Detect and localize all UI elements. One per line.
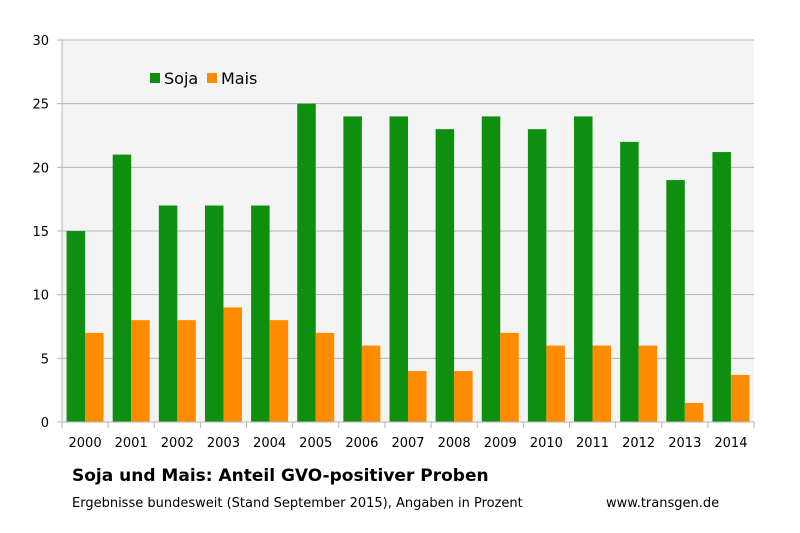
- y-tick-label: 20: [32, 161, 49, 176]
- legend-label-soja: Soja: [164, 69, 198, 88]
- bar-mais: [500, 332, 519, 422]
- legend-swatch-mais: [207, 73, 217, 83]
- bar-mais: [223, 307, 242, 422]
- bar-soja: [297, 103, 316, 423]
- x-tick-label: 2004: [253, 436, 286, 451]
- bar-mais: [85, 332, 104, 422]
- bar-soja: [712, 152, 731, 422]
- x-tick-label: 2010: [530, 436, 563, 451]
- bar-mais: [454, 371, 473, 422]
- legend-swatch-soja: [150, 73, 160, 83]
- x-tick-label: 2009: [484, 436, 517, 451]
- bar-soja: [389, 116, 408, 423]
- bar-soja: [251, 205, 270, 422]
- bar-soja: [666, 180, 685, 422]
- bar-soja: [158, 205, 178, 422]
- bar-mais: [592, 345, 612, 422]
- bar-soja: [435, 129, 455, 422]
- x-tick-label: 2006: [345, 436, 378, 451]
- bar-soja: [66, 231, 86, 422]
- bar-mais: [315, 332, 335, 422]
- bar-soja: [620, 141, 639, 422]
- axes: [61, 40, 755, 428]
- y-tick-label: 0: [41, 416, 49, 431]
- y-tick-labels: 0 5 10 15 20 25 30: [32, 34, 49, 431]
- x-tick-label: 2013: [668, 436, 701, 451]
- x-tick-label: 2002: [161, 436, 194, 451]
- bar-mais: [638, 345, 658, 422]
- bar-soja: [481, 116, 501, 423]
- bar-mais: [408, 371, 427, 422]
- bar-soja: [527, 129, 547, 422]
- x-tick-label: 2008: [438, 436, 471, 451]
- x-tick-label: 2014: [714, 436, 747, 451]
- x-tick-labels: 2000 2001 2002 2003 2004 2005 2006 2007 2008 2009…: [69, 436, 748, 451]
- legend-label-mais: Mais: [221, 69, 257, 88]
- x-tick-label: 2000: [69, 436, 102, 451]
- chart-subtitle: Ergebnisse bundesweit (Stand September 2…: [72, 496, 523, 511]
- chart-title: Soja und Mais: Anteil GVO-positiver Prob…: [72, 466, 489, 486]
- x-tick-label: 2012: [622, 436, 655, 451]
- y-tick-label: 15: [32, 225, 49, 240]
- x-tick-label: 2007: [391, 436, 424, 451]
- y-tick-label: 30: [32, 34, 49, 49]
- bar-mais: [546, 345, 565, 422]
- bars: [66, 103, 750, 423]
- bar-mais: [269, 320, 289, 422]
- bar-soja: [574, 116, 593, 423]
- bar-mais: [177, 320, 196, 422]
- bar-mais: [730, 374, 750, 422]
- bar-soja: [112, 154, 132, 422]
- bar-mais: [361, 345, 381, 422]
- x-tick-label: 2001: [115, 436, 148, 451]
- x-tick-label: 2011: [576, 436, 609, 451]
- x-tick-label: 2005: [299, 436, 332, 451]
- x-tick-label: 2003: [207, 436, 240, 451]
- bar-mais: [131, 320, 150, 422]
- y-tick-label: 25: [32, 98, 49, 113]
- y-tick-label: 5: [41, 352, 49, 367]
- bar-mais: [684, 402, 704, 422]
- bar-soja: [204, 205, 224, 422]
- legend: Soja Mais: [150, 69, 257, 88]
- bar-soja: [343, 116, 362, 423]
- y-tick-label: 10: [32, 289, 49, 304]
- source-label: www.transgen.de: [606, 496, 720, 511]
